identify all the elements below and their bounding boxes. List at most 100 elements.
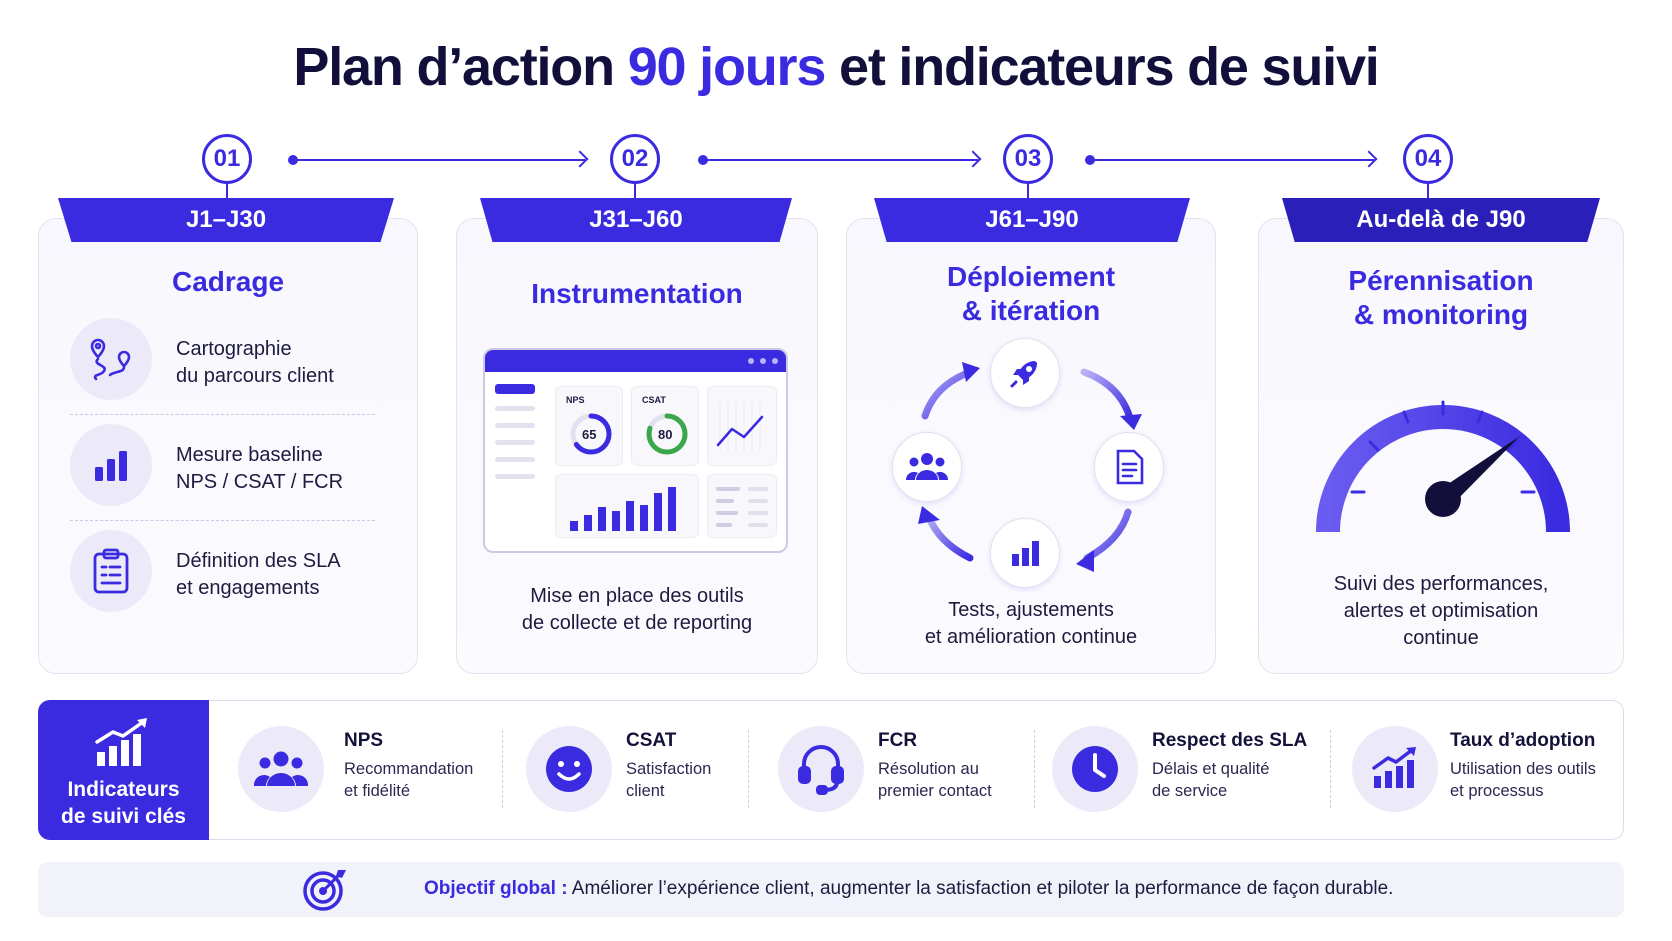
card-heading-2: Instrumentation — [531, 278, 743, 309]
step-number-2: 02 — [610, 134, 660, 184]
cadrage-item-1-line2: du parcours client — [176, 365, 334, 387]
csat-tile: CSAT 80 — [631, 386, 699, 466]
card-3-heading-line2: & itération — [961, 295, 1101, 326]
kpi-title-fcr: FCR — [878, 730, 918, 751]
kpi-desc-nps-line2: et fidélité — [344, 782, 411, 800]
objective-banner: Objectif global : Améliorer l’expérience… — [38, 862, 1624, 917]
step-number-3: 03 — [1003, 134, 1053, 184]
csat-tile-value: 80 — [658, 427, 673, 442]
step-card-4 — [1258, 218, 1624, 674]
dashboard-illustration: NPS 65 CSAT 80 — [483, 348, 788, 553]
title-part2: et indicateurs de suivi — [825, 37, 1380, 97]
card-heading-4: Pérennisation & monitoring — [1258, 264, 1624, 332]
kpi-title-csat: CSAT — [626, 730, 677, 751]
users-icon — [238, 726, 324, 812]
kpi-lead-panel: Indicateurs de suivi clés — [38, 700, 209, 840]
card-heading-1: Cadrage — [171, 266, 285, 297]
dashboard-top-bar — [485, 350, 786, 372]
card-description-2: Mise en place des outils de collecte et d… — [456, 583, 818, 637]
connector-arrow-3 — [1085, 150, 1378, 168]
list-tile — [707, 474, 777, 538]
period-ribbon-3: J61–J90 — [874, 198, 1190, 242]
bar-chart-icon — [570, 487, 676, 531]
cadrage-item-2-line1: Mesure baseline — [176, 444, 323, 466]
divider — [70, 520, 375, 521]
dashboard-sidebar — [495, 384, 535, 491]
nps-tile-label: NPS — [566, 395, 585, 405]
kpi-desc-nps-line1: Recommandation — [344, 760, 474, 778]
period-ribbon-4: Au-delà de J90 — [1282, 198, 1600, 242]
card-description-3: Tests, ajustements et amélioration contin… — [846, 597, 1216, 651]
nps-tile-value: 65 — [582, 427, 597, 442]
card-description-4: Suivi des performances, alertes et optimi… — [1258, 571, 1624, 652]
kpi-desc-csat-line1: Satisfaction — [626, 760, 712, 778]
card-3-heading-line1: Déploiement — [946, 261, 1116, 292]
team-icon — [892, 432, 962, 502]
period-ribbon-2: J31–J60 — [480, 198, 792, 242]
connector-arrow-2 — [698, 150, 982, 168]
document-icon — [1094, 432, 1164, 502]
cadrage-item-1: Cartographie du parcours client — [70, 318, 380, 402]
cadrage-item-2: Mesure baseline NPS / CSAT / FCR — [70, 424, 380, 508]
kpi-title-sla: Respect des SLA — [1152, 730, 1308, 751]
divider — [70, 414, 375, 415]
page-title: Plan d’action 90 jours et indicateurs de… — [0, 36, 1672, 98]
list-icon — [716, 487, 768, 527]
divider — [502, 730, 503, 808]
step-number-4: 04 — [1403, 134, 1453, 184]
cadrage-item-3-line1: Définition des SLA — [176, 550, 341, 572]
cadrage-item-2-line2: NPS / CSAT / FCR — [176, 471, 344, 493]
nps-gauge-icon — [570, 413, 612, 455]
divider — [1330, 730, 1331, 808]
nps-tile: NPS 65 — [555, 386, 623, 466]
step-number-1: 01 — [202, 134, 252, 184]
kpi-desc-sla-line1: Délais et qualité — [1152, 760, 1270, 778]
step-stem-1 — [226, 184, 228, 200]
connector-arrow-1 — [288, 150, 589, 168]
cadrage-item-3: Définition des SLA et engagements — [70, 530, 380, 614]
kpi-desc-adoption-line2: et processus — [1450, 782, 1544, 800]
growth-chart-icon — [1352, 726, 1438, 812]
smiley-icon — [526, 726, 612, 812]
trend-tile — [707, 386, 777, 466]
card-4-desc-line1: Suivi des performances, — [1333, 573, 1549, 595]
cadrage-item-1-line1: Cartographie — [176, 338, 292, 360]
kpi-item-csat: CSAT Satisfaction client — [526, 724, 746, 814]
bar-chart-icon — [70, 424, 152, 506]
iteration-cycle-arrows — [918, 362, 1142, 572]
clipboard-icon — [70, 530, 152, 612]
kpi-lead-line1: Indicateurs — [67, 778, 180, 801]
journey-map-icon — [70, 318, 152, 400]
csat-gauge-icon — [646, 413, 688, 455]
card-4-desc-line3: continue — [1403, 627, 1479, 649]
kpi-title-adoption: Taux d’adoption — [1450, 730, 1596, 751]
csat-tile-label: CSAT — [642, 395, 666, 405]
divider — [748, 730, 749, 808]
card-4-heading-line2: & monitoring — [1353, 299, 1529, 330]
card-3-desc-line2: et amélioration continue — [924, 626, 1138, 648]
kpi-desc-csat-line2: client — [626, 782, 665, 800]
kpi-item-sla: Respect des SLA Délais et qualité de serv… — [1052, 724, 1312, 814]
step-stem-2 — [634, 184, 636, 200]
bar-chart-icon — [990, 518, 1060, 588]
title-part1: Plan d’action — [293, 37, 628, 97]
rocket-icon — [990, 338, 1060, 408]
kpi-title-nps: NPS — [344, 730, 384, 751]
kpi-desc-adoption-line1: Utilisation des outils — [1450, 760, 1596, 778]
divider — [1034, 730, 1035, 808]
speedometer-icon — [1316, 400, 1570, 533]
card-4-desc-line2: alertes et optimisation — [1343, 600, 1539, 622]
kpi-item-fcr: FCR Résolution au premier contact — [778, 724, 1028, 814]
title-accent: 90 jours — [627, 37, 827, 97]
step-stem-3 — [1027, 184, 1029, 200]
kpi-desc-fcr-line2: premier contact — [878, 782, 992, 800]
kpi-item-adoption: Taux d’adoption Utilisation des outils et… — [1352, 724, 1612, 814]
clock-icon — [1052, 726, 1138, 812]
target-icon — [303, 870, 346, 911]
cadrage-item-3-line2: et engagements — [176, 577, 320, 599]
kpi-item-nps: NPS Recommandation et fidélité — [238, 724, 488, 814]
step-stem-4 — [1427, 184, 1429, 200]
card-2-desc-line2: de collecte et de reporting — [521, 612, 753, 634]
headset-icon — [778, 726, 864, 812]
line-trend-icon — [716, 401, 764, 451]
